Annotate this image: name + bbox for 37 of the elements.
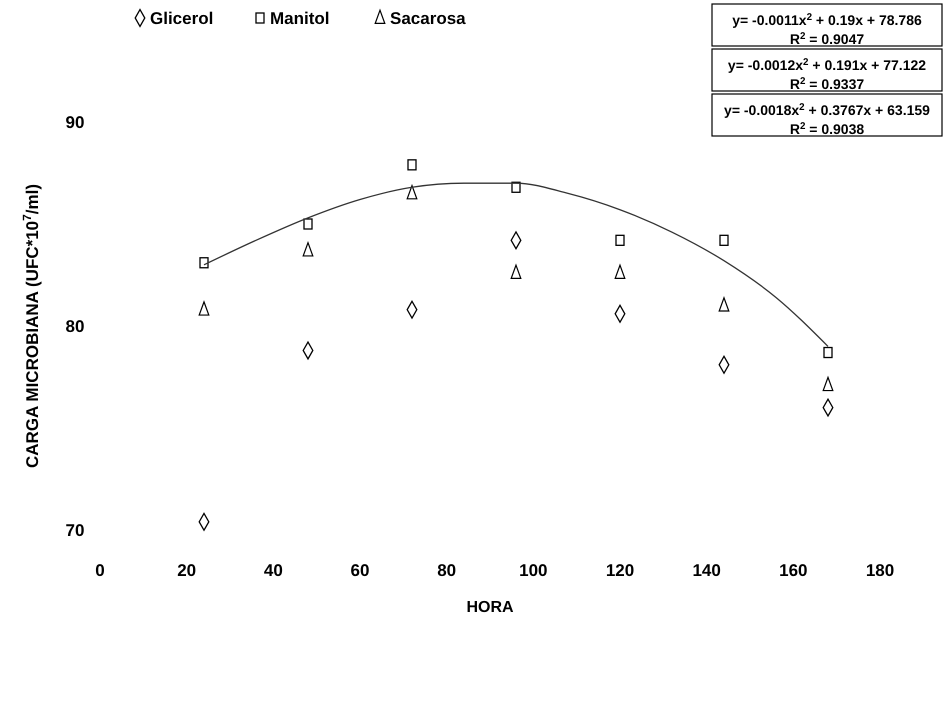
x-tick-label: 80: [437, 561, 456, 580]
point: [511, 182, 521, 193]
text: y= -0.0012x$^{2}$ + 0.191x + 77.122: [728, 56, 926, 73]
text: R$^{2}$ = 0.9337: [790, 75, 864, 92]
x-tick-label: 60: [350, 561, 370, 580]
x-axis-title: HORA: [466, 599, 514, 616]
x-tick-label: 160: [779, 561, 808, 580]
text: R$^{2}$ = 0.9047: [790, 30, 864, 47]
y-tick-label: 90: [66, 112, 84, 132]
legend-label: Sacarosa: [390, 8, 466, 28]
annotation: R$^{2}$ = 0.9038: [790, 120, 864, 137]
x-tick-label: 0: [95, 561, 105, 580]
x-tick-label: 20: [177, 561, 196, 580]
text: y= -0.0018x$^{2}$ + 0.3767x + 63.159: [724, 101, 930, 118]
point: [303, 218, 313, 230]
point: [614, 264, 626, 279]
point: [823, 346, 833, 358]
y-tick-label: 80: [66, 316, 84, 336]
point: [719, 234, 729, 246]
point: [822, 376, 834, 392]
x-tick-label: 40: [264, 561, 283, 580]
legend-label: Manitol: [270, 8, 330, 28]
point: [718, 297, 730, 312]
point: [407, 159, 417, 170]
point: [198, 301, 210, 316]
point: [510, 264, 522, 279]
point: [302, 242, 314, 257]
point: [615, 234, 625, 246]
point: [199, 257, 209, 268]
x-tick-label: 120: [606, 561, 634, 580]
text: y= -0.0011x$^{2}$ + 0.19x + 78.786: [732, 11, 922, 28]
x-tick-label: 180: [866, 561, 894, 580]
x-tick-label: 100: [519, 561, 548, 580]
x-tick-label: 140: [692, 561, 721, 580]
legend-label: Glicerol: [150, 8, 214, 28]
y-tick-label: 70: [66, 520, 84, 540]
point: [406, 185, 418, 200]
